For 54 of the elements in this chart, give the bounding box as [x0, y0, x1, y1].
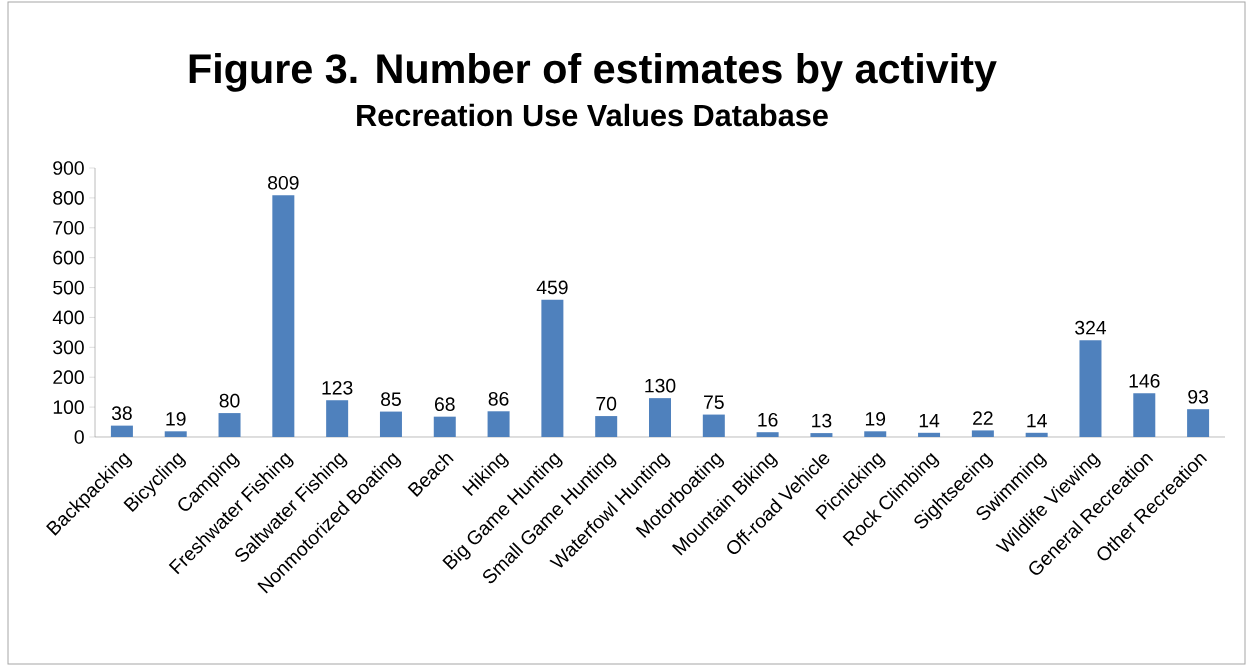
- bar: [918, 432, 941, 437]
- data-label: 16: [758, 412, 778, 427]
- y-tick-label: 100: [53, 400, 84, 414]
- data-label: 146: [1129, 374, 1160, 388]
- data-label: 14: [1027, 413, 1047, 428]
- data-label: 38: [111, 406, 132, 421]
- bar: [1187, 409, 1210, 437]
- bar: [649, 398, 671, 437]
- bar: [1025, 432, 1048, 437]
- bar: [272, 195, 295, 437]
- data-label: 130: [645, 378, 676, 393]
- y-tick-label: 600: [53, 250, 84, 265]
- bar: [487, 411, 510, 437]
- chart-title: Figure 3. Number of estimates by activity: [189, 53, 997, 92]
- data-label: 75: [704, 395, 724, 409]
- bar: [595, 416, 618, 437]
- bar: [379, 411, 402, 437]
- bar: [864, 431, 887, 437]
- y-tick-label: 700: [53, 220, 84, 235]
- data-label: 93: [1188, 389, 1209, 404]
- bar: [110, 425, 133, 437]
- y-tick-label: 500: [53, 280, 84, 295]
- bar: [164, 431, 187, 437]
- bar: [218, 413, 241, 437]
- data-label: 70: [596, 396, 617, 411]
- data-label: 19: [166, 412, 186, 426]
- y-tick-label: 200: [53, 370, 84, 385]
- data-label: 13: [812, 413, 832, 428]
- y-tick-label: 300: [53, 340, 84, 355]
- bar: [756, 432, 779, 437]
- data-label: 324: [1075, 320, 1107, 335]
- bar: [971, 430, 994, 437]
- bar: [1133, 393, 1156, 437]
- data-label: 14: [919, 413, 940, 428]
- data-label: 22: [973, 411, 993, 425]
- y-tick-label: 0: [74, 430, 84, 444]
- y-tick-label: 800: [53, 191, 84, 205]
- data-label: 68: [435, 397, 455, 412]
- data-label: 80: [219, 393, 240, 408]
- data-label: 19: [865, 412, 886, 426]
- bar: [326, 400, 349, 437]
- chart-subtitle: Recreation Use Values Database: [357, 103, 828, 127]
- bar: [433, 416, 456, 437]
- data-label: 86: [488, 391, 509, 406]
- data-label: 123: [322, 380, 353, 395]
- data-label: 459: [536, 280, 568, 295]
- data-label: 85: [381, 392, 401, 406]
- y-tick-label: 900: [53, 161, 84, 175]
- bar: [541, 299, 564, 437]
- y-tick-label: 400: [52, 310, 84, 325]
- bar: [702, 414, 725, 437]
- bar: [1079, 340, 1102, 437]
- data-label: 809: [268, 175, 299, 190]
- bar: [810, 433, 833, 437]
